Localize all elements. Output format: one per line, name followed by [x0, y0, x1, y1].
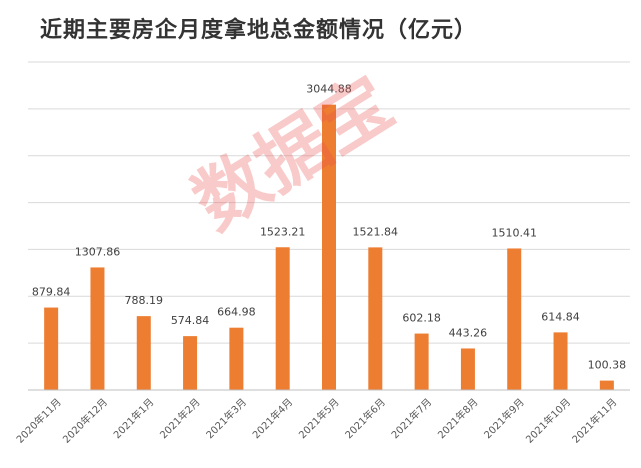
- x-tick-label: 2020年11月: [13, 395, 63, 445]
- x-tick-label: 2020年12月: [60, 395, 110, 445]
- x-tick-label: 2021年7月: [388, 395, 434, 441]
- data-label: 1510.41: [491, 226, 537, 239]
- bar: [460, 348, 475, 390]
- data-label: 443.26: [449, 326, 488, 339]
- x-tick-label: 2021年8月: [435, 395, 481, 441]
- x-tick-label: 2021年9月: [481, 395, 527, 441]
- bar: [599, 380, 614, 390]
- bar: [275, 247, 290, 390]
- data-label: 664.98: [217, 306, 256, 319]
- bar: [44, 307, 59, 390]
- data-label: 879.84: [32, 286, 71, 299]
- x-tick-label: 2021年11月: [569, 395, 619, 445]
- data-label: 1521.84: [353, 225, 399, 238]
- data-label: 574.84: [171, 314, 210, 327]
- data-label: 602.18: [402, 312, 441, 325]
- x-tick-label: 2021年10月: [523, 395, 573, 445]
- data-label: 1523.21: [260, 225, 306, 238]
- x-tick-label: 2021年5月: [296, 395, 342, 441]
- data-label: 1307.86: [75, 245, 121, 258]
- data-label: 614.84: [541, 310, 580, 323]
- bar: [414, 333, 429, 390]
- bar: [136, 316, 151, 390]
- data-labels: 879.84 1307.86 788.19 574.84 664.98 1523.21 30…: [32, 83, 626, 372]
- x-tick-label: 2021年3月: [203, 395, 249, 441]
- data-label: 3044.88: [306, 83, 352, 96]
- bar: [368, 247, 383, 390]
- data-label: 100.38: [588, 359, 627, 372]
- x-tick-label: 2021年2月: [157, 395, 203, 441]
- x-tick-label: 2021年1月: [111, 395, 157, 441]
- bar: [553, 332, 568, 390]
- chart-title: 近期主要房企月度拿地总金额情况（亿元）: [40, 18, 478, 43]
- data-label: 788.19: [125, 294, 164, 307]
- bar: [183, 336, 198, 390]
- x-tick-label: 2021年4月: [250, 395, 296, 441]
- bar: [322, 104, 336, 390]
- bar: [229, 327, 244, 390]
- bar-series: [44, 104, 614, 390]
- bar: [90, 267, 105, 390]
- bar: [507, 248, 522, 390]
- x-tick-label: 2021年6月: [342, 395, 388, 441]
